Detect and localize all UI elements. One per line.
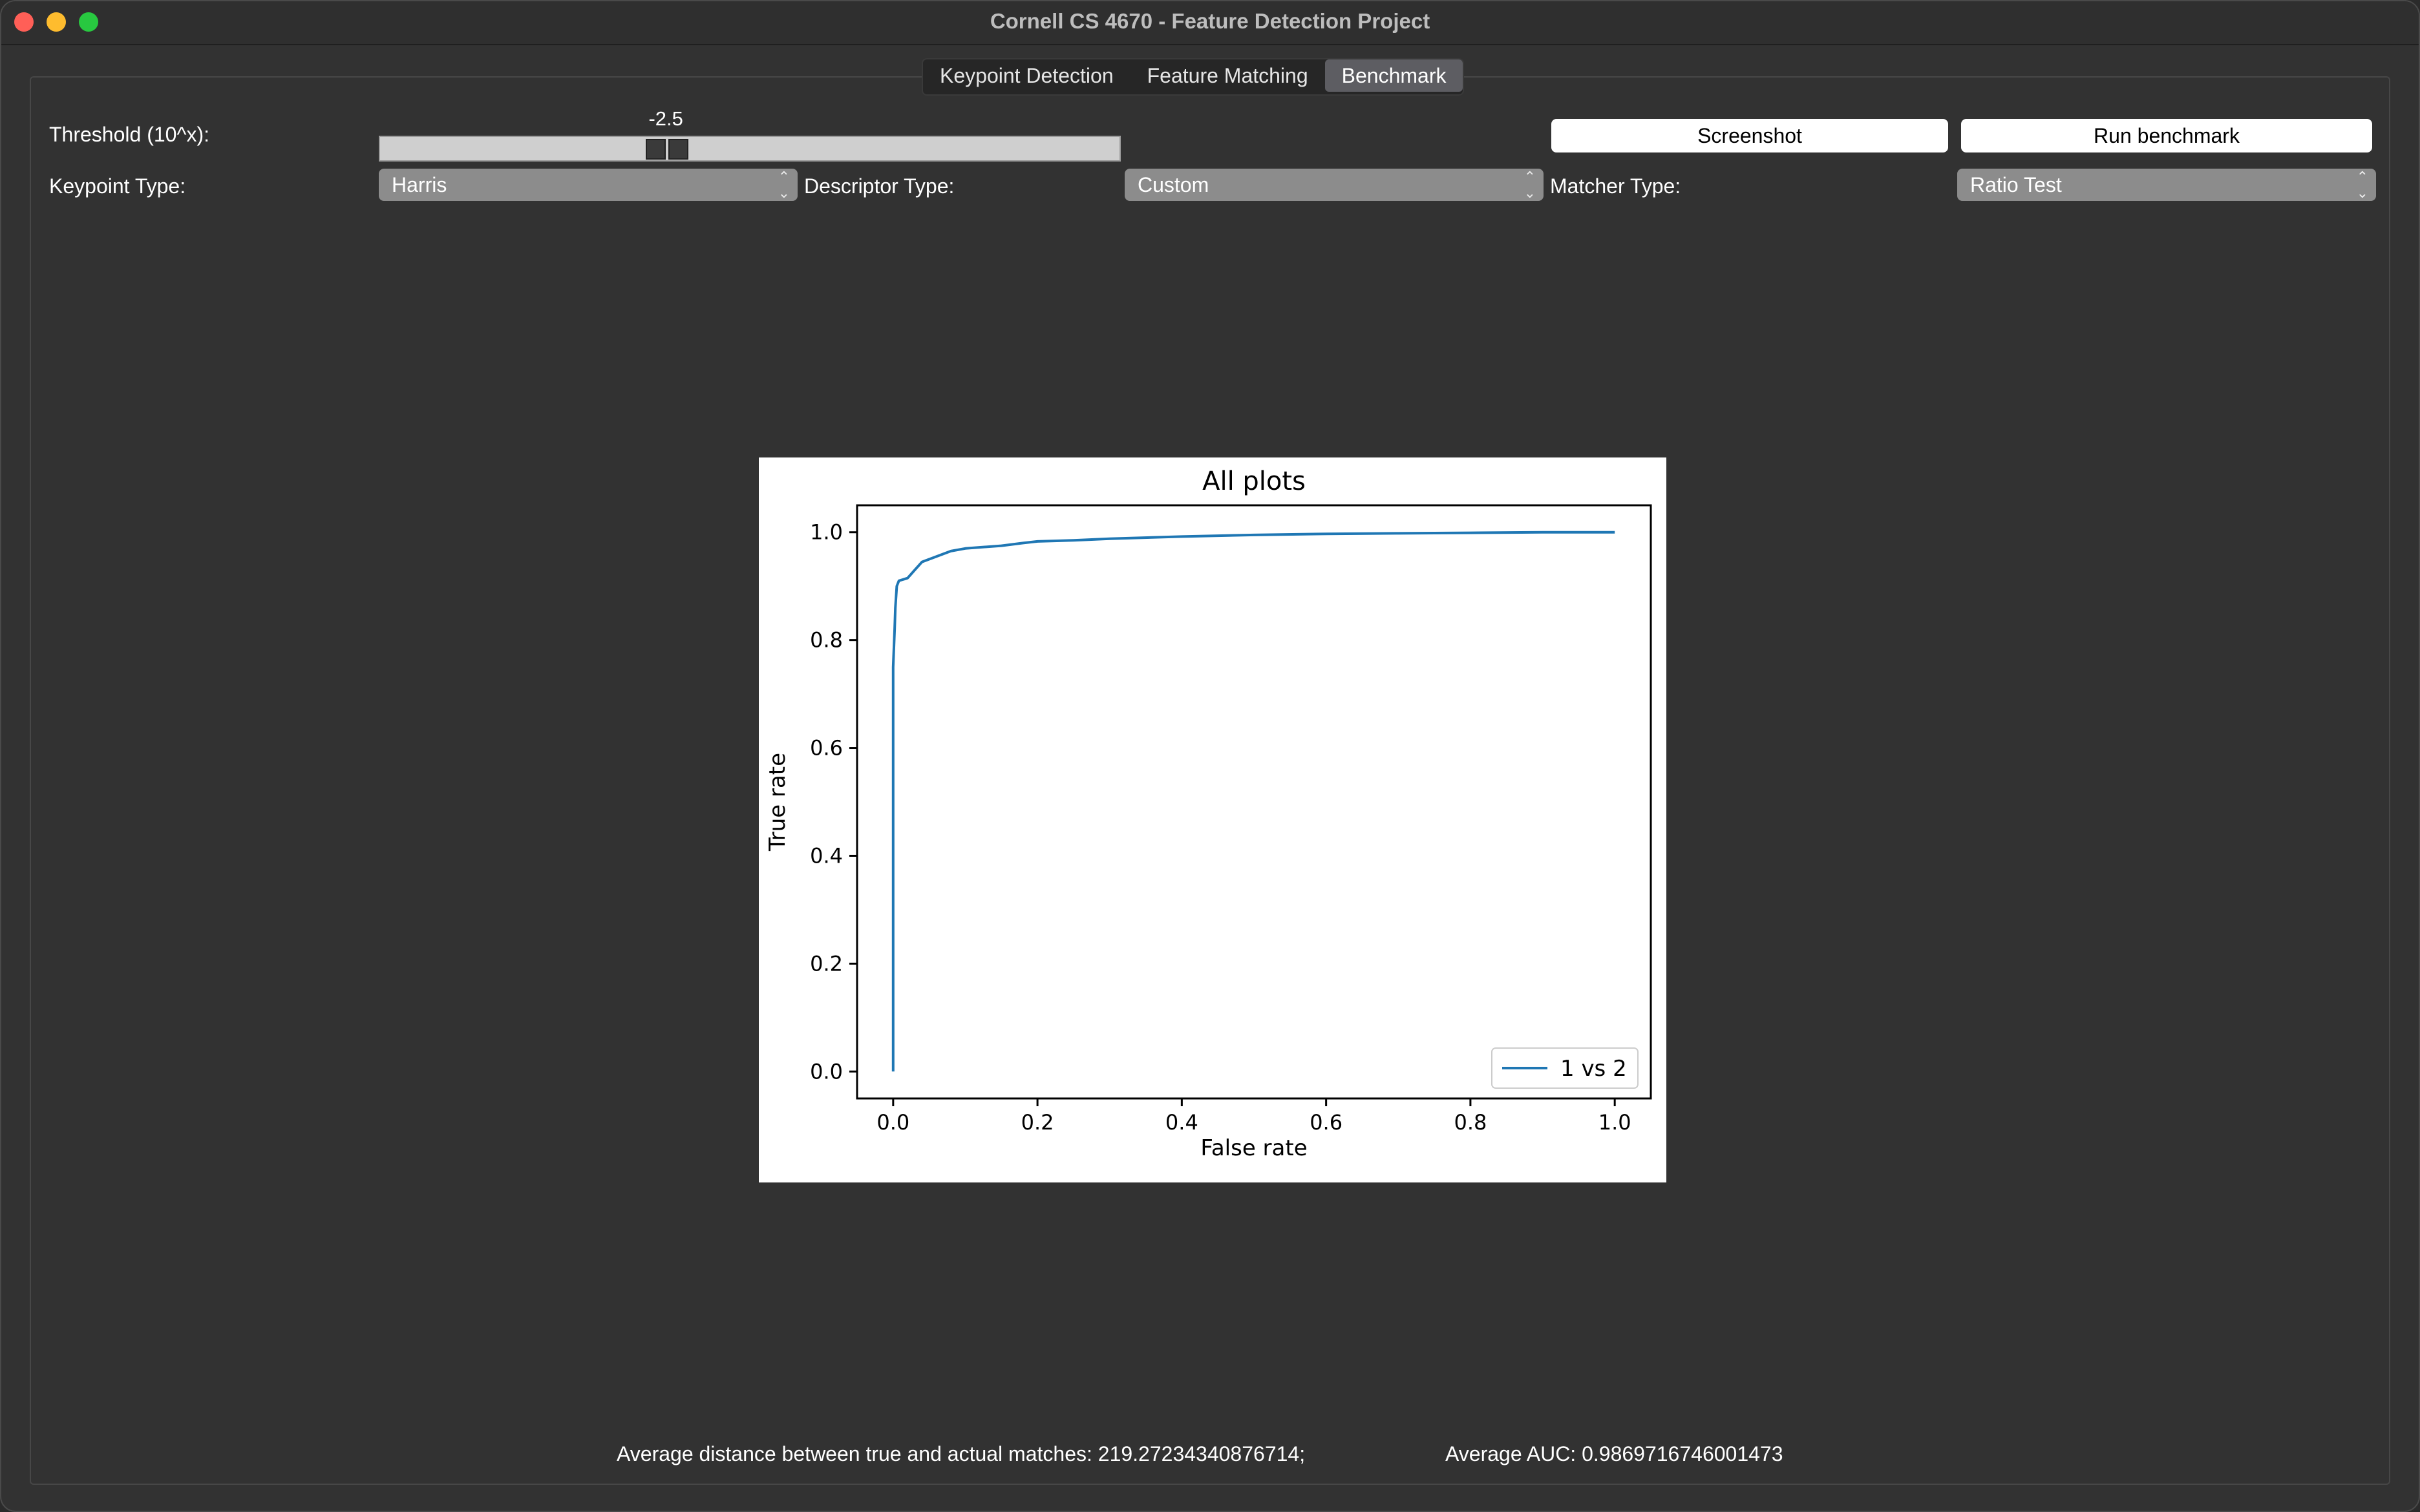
y-axis-label: True rate [765, 753, 791, 852]
y-tick-label: 1.0 [810, 520, 843, 545]
avg-distance-text: Average distance between true and actual… [617, 1442, 1306, 1465]
roc-chart: All plots False rate True rate 0.0 0.2 0.4 0.6… [765, 467, 1652, 1161]
x-tick-label: 0.8 [1454, 1110, 1487, 1135]
roc-plot: All plots False rate True rate 0.0 0.2 0.4 0.6… [759, 457, 1666, 1182]
updown-chevron-icon: ⌃ ⌄ [778, 169, 790, 201]
matcher-type-label: Matcher Type: [1550, 174, 1681, 198]
y-tick-label: 0.4 [810, 843, 843, 868]
screenshot-button[interactable]: Screenshot [1551, 119, 1948, 152]
descriptor-type-label: Descriptor Type: [804, 174, 955, 198]
threshold-value: -2.5 [648, 107, 683, 130]
tab-bar: Keypoint Detection Feature Matching Benc… [922, 58, 1465, 96]
y-tick-label: 0.6 [810, 736, 843, 761]
chart-title: All plots [1202, 467, 1306, 496]
legend-label: 1 vs 2 [1560, 1056, 1627, 1082]
matcher-type-value: Ratio Test [1970, 173, 2062, 196]
avg-auc-text: Average AUC: 0.9869716746001473 [1445, 1442, 1783, 1465]
descriptor-type-value: Custom [1138, 173, 1209, 196]
descriptor-type-select[interactable]: Custom ⌃ ⌄ [1125, 169, 1544, 201]
y-tick-label: 0.8 [810, 628, 843, 653]
x-tick-label: 0.0 [876, 1110, 909, 1135]
matcher-type-select[interactable]: Ratio Test ⌃ ⌄ [1957, 169, 2376, 201]
tab-feature-matching[interactable]: Feature Matching [1147, 64, 1308, 87]
close-window-button[interactable] [14, 12, 34, 32]
threshold-slider[interactable] [379, 136, 1121, 162]
keypoint-type-label: Keypoint Type: [49, 174, 186, 198]
y-tick-label: 0.2 [810, 951, 843, 976]
x-tick-label: 0.6 [1310, 1110, 1343, 1135]
tab-keypoint-detection[interactable]: Keypoint Detection [940, 64, 1114, 87]
legend-box [1491, 1047, 1639, 1089]
title-bar: Cornell CS 4670 - Feature Detection Proj… [1, 1, 2419, 45]
minimize-window-button[interactable] [47, 12, 66, 32]
updown-chevron-icon: ⌃ ⌄ [1523, 169, 1536, 201]
x-tick-label: 1.0 [1598, 1110, 1631, 1135]
plot-frame [856, 504, 1652, 1100]
tab-benchmark[interactable]: Benchmark [1324, 59, 1463, 92]
keypoint-type-select[interactable]: Harris ⌃ ⌄ [379, 169, 798, 201]
updown-chevron-icon: ⌃ ⌄ [2356, 169, 2368, 201]
series-line-0 [891, 530, 1615, 1072]
keypoint-type-value: Harris [392, 173, 447, 196]
maximize-window-button[interactable] [79, 12, 98, 32]
run-benchmark-button[interactable]: Run benchmark [1961, 119, 2372, 152]
threshold-label: Threshold (10^x): [49, 123, 209, 146]
threshold-slider-handle[interactable] [646, 139, 689, 160]
x-tick-label: 0.4 [1165, 1110, 1198, 1135]
y-tick-label: 0.0 [810, 1059, 843, 1084]
tab-content-panel [30, 76, 2390, 1485]
x-tick-label: 0.2 [1021, 1110, 1054, 1135]
window-title: Cornell CS 4670 - Feature Detection Proj… [990, 9, 1430, 33]
x-axis-label: False rate [1200, 1135, 1307, 1161]
